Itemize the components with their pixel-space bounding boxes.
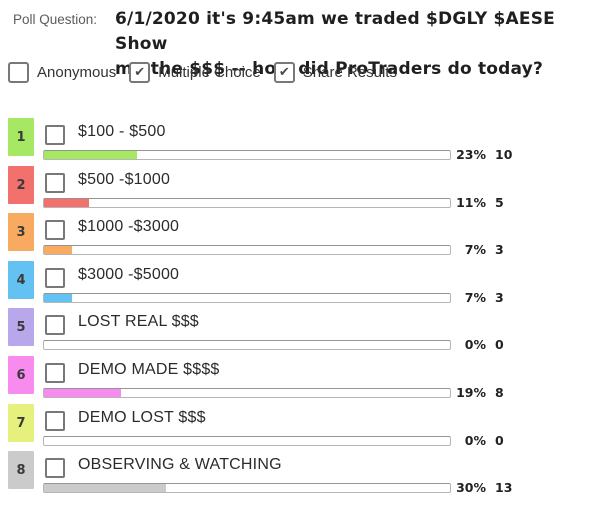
poll-setting: ✔ Multiple Choice <box>129 62 261 83</box>
result-percent: 7% <box>464 290 486 305</box>
result-count: 0 <box>495 433 504 448</box>
poll-option-row: 1 ✔ $100 - $500 23% 10 <box>0 118 600 165</box>
option-label: $1000 -$3000 <box>78 218 180 235</box>
option-checkbox[interactable]: ✔ <box>45 363 65 383</box>
result-bar-track <box>43 198 451 208</box>
result-bar-fill <box>44 199 89 207</box>
result-count: 8 <box>495 385 504 400</box>
option-number-badge: 8 <box>8 451 34 489</box>
poll-settings-row: ✔ Anonymous ✔ Multiple Choice ✔ Share Re… <box>8 62 410 83</box>
option-label: $100 - $500 <box>78 123 166 140</box>
setting-label: Multiple Choice <box>158 64 261 81</box>
checkmark-icon: ✔ <box>278 65 290 80</box>
result-percent: 0% <box>464 433 486 448</box>
result-bar-fill <box>44 389 122 397</box>
result-percent: 0% <box>464 337 486 352</box>
option-number-badge: 3 <box>8 213 34 251</box>
result-percent: 7% <box>464 242 486 257</box>
option-label: $500 -$1000 <box>78 171 171 188</box>
result-count: 5 <box>495 195 504 210</box>
result-bar-track <box>43 388 451 398</box>
poll-setting: ✔ Share Results <box>273 62 397 83</box>
option-number-badge: 6 <box>8 356 34 394</box>
result-bar-fill <box>44 294 73 302</box>
poll-option-row: 7 ✔ DEMO LOST $$$ 0% 0 <box>0 404 600 451</box>
option-checkbox[interactable]: ✔ <box>45 268 65 288</box>
option-checkbox[interactable]: ✔ <box>45 458 65 478</box>
result-count: 3 <box>495 242 504 257</box>
poll-option-row: 6 ✔ DEMO MADE $$$$ 19% 8 <box>0 356 600 403</box>
setting-checkbox[interactable]: ✔ <box>273 62 295 83</box>
setting-label: Share Results <box>302 64 397 81</box>
poll-option-row: 3 ✔ $1000 -$3000 7% 3 <box>0 213 600 260</box>
option-number-badge: 2 <box>8 166 34 204</box>
checkmark-icon: ✔ <box>134 65 146 80</box>
option-label: OBSERVING & WATCHING <box>78 456 282 473</box>
setting-label: Anonymous <box>37 64 117 81</box>
setting-checkbox[interactable]: ✔ <box>8 62 29 83</box>
result-bar-track <box>43 245 451 255</box>
result-bar-track <box>43 293 451 303</box>
result-bar-track <box>43 436 451 446</box>
result-count: 0 <box>495 337 504 352</box>
result-bar-fill <box>44 246 73 254</box>
option-number-badge: 4 <box>8 261 34 299</box>
option-number-badge: 1 <box>8 118 34 156</box>
poll-question-label: Poll Question: <box>13 12 98 27</box>
result-percent: 23% <box>456 147 486 162</box>
option-number-badge: 5 <box>8 308 34 346</box>
result-bar-track <box>43 340 451 350</box>
result-count: 3 <box>495 290 504 305</box>
option-checkbox[interactable]: ✔ <box>45 173 65 193</box>
poll-option-row: 8 ✔ OBSERVING & WATCHING 30% 13 <box>0 451 600 498</box>
result-bar-track <box>43 150 451 160</box>
option-label: DEMO LOST $$$ <box>78 409 206 426</box>
option-checkbox[interactable]: ✔ <box>45 125 65 145</box>
result-percent: 19% <box>456 385 486 400</box>
result-bar-track <box>43 483 451 493</box>
setting-checkbox[interactable]: ✔ <box>129 62 151 83</box>
option-checkbox[interactable]: ✔ <box>45 220 65 240</box>
option-checkbox[interactable]: ✔ <box>45 411 65 431</box>
result-count: 13 <box>495 480 513 495</box>
result-bar-fill <box>44 151 138 159</box>
option-number-badge: 7 <box>8 404 34 442</box>
result-percent: 11% <box>456 195 486 210</box>
result-percent: 30% <box>456 480 486 495</box>
result-count: 10 <box>495 147 513 162</box>
poll-setting: ✔ Anonymous <box>8 62 116 83</box>
result-bar-fill <box>44 484 166 492</box>
poll-option-row: 2 ✔ $500 -$1000 11% 5 <box>0 166 600 213</box>
option-label: LOST REAL $$$ <box>78 313 199 330</box>
option-checkbox[interactable]: ✔ <box>45 315 65 335</box>
option-label: DEMO MADE $$$$ <box>78 361 220 378</box>
option-label: $3000 -$5000 <box>78 266 180 283</box>
poll-question-title: 6/1/2020 it's 9:45am we traded $DGLY $AE… <box>115 9 555 79</box>
poll-option-row: 5 ✔ LOST REAL $$$ 0% 0 <box>0 308 600 355</box>
poll-option-row: 4 ✔ $3000 -$5000 7% 3 <box>0 261 600 308</box>
